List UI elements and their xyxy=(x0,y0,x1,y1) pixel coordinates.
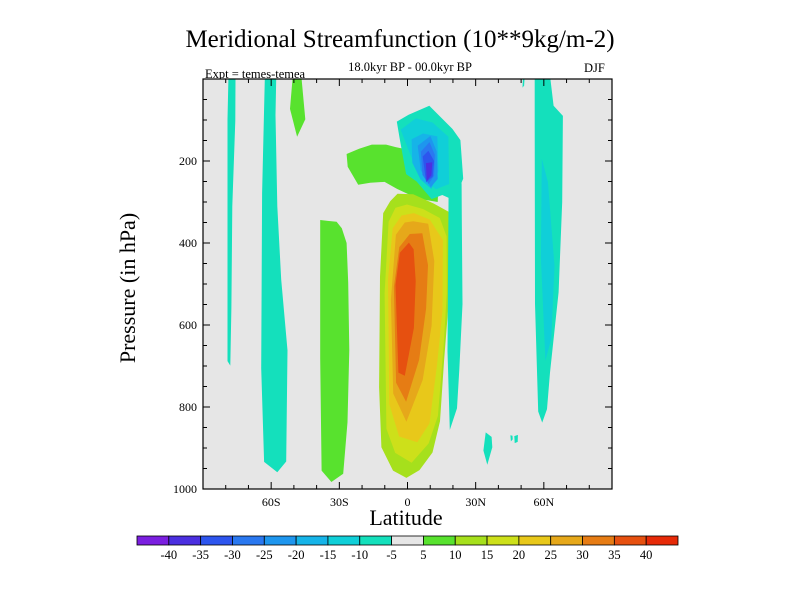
x-tick-label: 30S xyxy=(330,495,349,509)
colorbar-label: -5 xyxy=(386,548,396,562)
contour-region-nh-small-patch-level--5 xyxy=(514,434,518,444)
contour-region-sh-highlat-upper-streak-level-5 xyxy=(290,79,306,137)
contour-region-sh-highlat-band-level--5 xyxy=(261,79,288,473)
contour-region-equatorial-cell-level-35 xyxy=(395,242,416,376)
x-tick-label: 60S xyxy=(262,495,281,509)
x-tick-label: 30N xyxy=(465,495,486,509)
colorbar-swatch xyxy=(454,535,488,546)
colorbar-label: -35 xyxy=(192,548,209,562)
colorbar-label: -15 xyxy=(320,548,337,562)
contour-region-sh-subtropical-band-level-5 xyxy=(320,220,350,482)
colorbar-swatch xyxy=(582,535,615,546)
colorbar-swatch xyxy=(327,535,361,546)
y-tick-label: 800 xyxy=(179,400,197,414)
colorbar-swatch xyxy=(263,535,297,546)
contour-regions xyxy=(227,79,563,482)
colorbar-label: 15 xyxy=(481,548,494,562)
x-axis-title: Latitude xyxy=(369,505,443,530)
colorbar-label: -25 xyxy=(256,548,273,562)
colorbar-swatch xyxy=(136,535,170,546)
x-tick-label: 60N xyxy=(533,495,554,509)
contour-region-nh-upper-negative-cell-level--35 xyxy=(425,162,433,181)
colorbar-swatch xyxy=(168,535,202,546)
contour-region-nh-small-patch-level--5 xyxy=(483,432,493,465)
colorbar-swatch xyxy=(645,535,679,546)
colorbar-swatch xyxy=(391,535,424,546)
colorbar-swatch xyxy=(613,535,647,546)
y-tick-label: 400 xyxy=(179,236,197,250)
colorbar-swatch xyxy=(232,535,265,546)
y-tick-label: 200 xyxy=(179,154,197,168)
contour-region-sh-polar-thin-band-level--5 xyxy=(227,79,236,366)
contour-region-nh-subtropical-band-level--5 xyxy=(447,183,463,430)
x-tick-label: 0 xyxy=(405,495,411,509)
colorbar-swatch xyxy=(295,535,329,546)
colorbar-swatch xyxy=(550,535,583,546)
y-tick-label: 1000 xyxy=(173,482,197,496)
colorbar-swatch xyxy=(518,535,552,546)
colorbar-label: 25 xyxy=(544,548,557,562)
colorbar-label: 10 xyxy=(449,548,462,562)
colorbar-label: 20 xyxy=(513,548,526,562)
contour-region-nh-highlat-band-level--10 xyxy=(540,158,555,361)
y-tick-label: 600 xyxy=(179,318,197,332)
colorbar-swatch xyxy=(359,535,392,546)
colorbar-label: 40 xyxy=(640,548,653,562)
colorbar-label: -20 xyxy=(288,548,305,562)
colorbar-swatch xyxy=(423,535,456,546)
experiment-label: Expt = temes-temea xyxy=(205,67,306,81)
contour-region-nh-small-patch-level--5 xyxy=(510,435,513,442)
chart-subtitle: 18.0kyr BP - 00.0kyr BP xyxy=(348,60,472,74)
chart-title: Meridional Streamfunction (10**9kg/m-2) xyxy=(185,26,615,53)
colorbar-swatch xyxy=(486,535,520,546)
season-label: DJF xyxy=(584,61,605,75)
colorbar-label: 35 xyxy=(608,548,621,562)
colorbar-label: -40 xyxy=(160,548,177,562)
contour-region-nh-polar-thin-band-level--5 xyxy=(522,79,525,88)
colorbar-label: -30 xyxy=(224,548,241,562)
colorbar-label: 30 xyxy=(576,548,589,562)
colorbar-label: 5 xyxy=(420,548,426,562)
colorbar-label: -10 xyxy=(351,548,368,562)
colorbar-swatch xyxy=(200,535,233,546)
